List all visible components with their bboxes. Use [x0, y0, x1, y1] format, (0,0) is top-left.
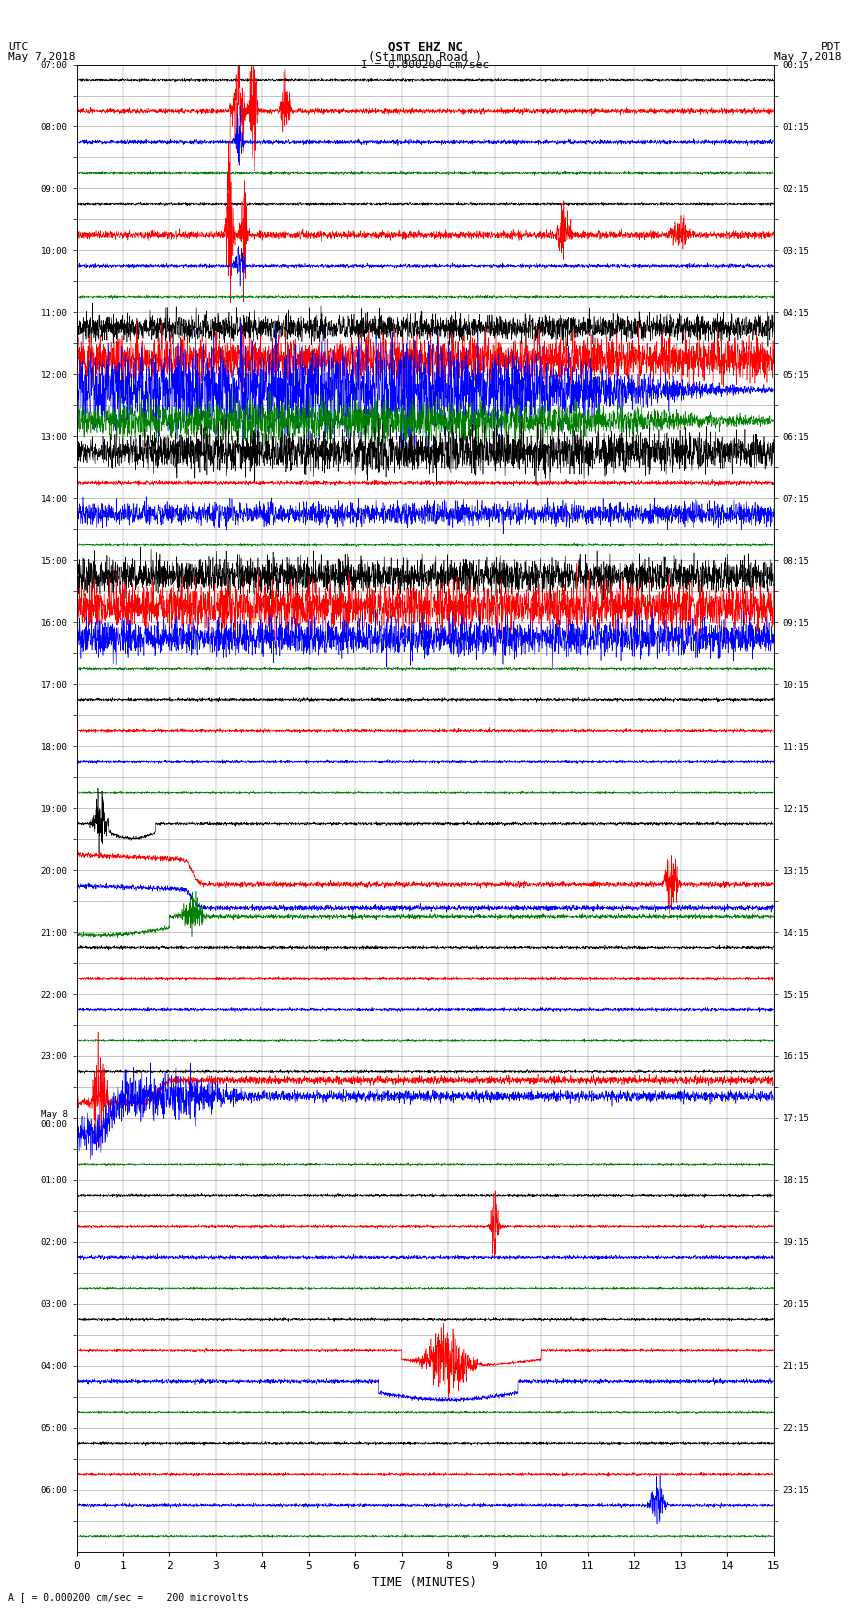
Text: I = 0.000200 cm/sec: I = 0.000200 cm/sec [361, 60, 489, 71]
Text: May 7,2018: May 7,2018 [8, 52, 76, 61]
X-axis label: TIME (MINUTES): TIME (MINUTES) [372, 1576, 478, 1589]
Text: UTC: UTC [8, 42, 29, 52]
Text: A [ = 0.000200 cm/sec =    200 microvolts: A [ = 0.000200 cm/sec = 200 microvolts [8, 1592, 249, 1602]
Text: May 7,2018: May 7,2018 [774, 52, 842, 61]
Text: (Stimpson Road ): (Stimpson Road ) [368, 50, 482, 65]
Text: OST EHZ NC: OST EHZ NC [388, 40, 462, 55]
Text: PDT: PDT [821, 42, 842, 52]
